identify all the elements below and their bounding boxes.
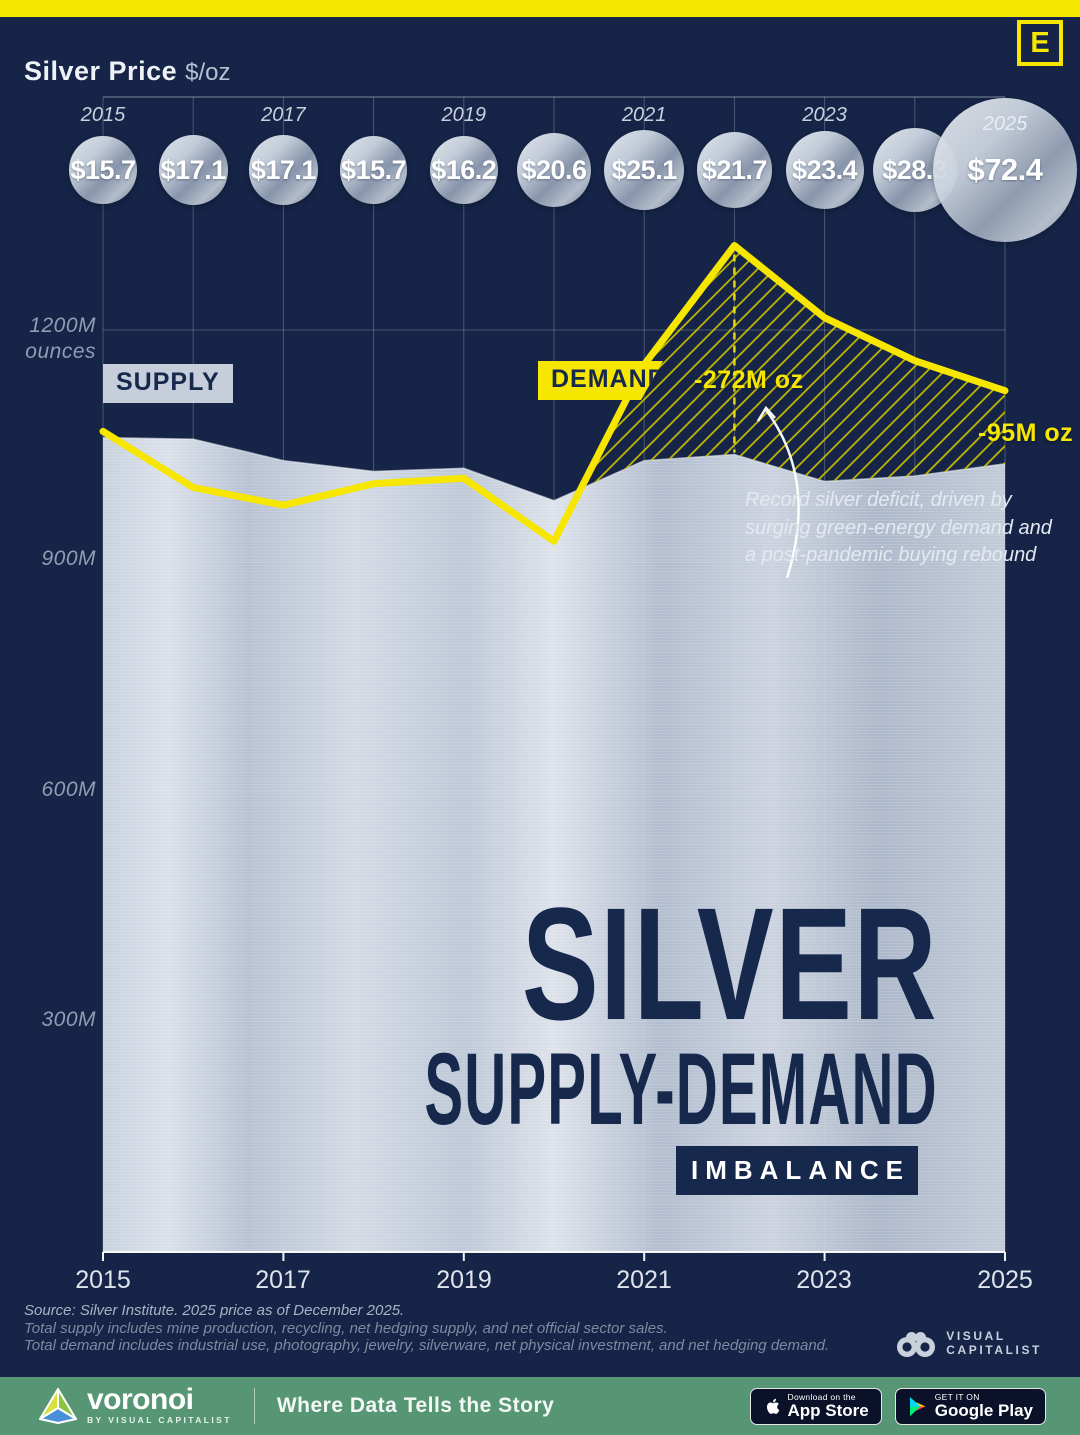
x-tick-2017: 2017 — [255, 1266, 311, 1294]
main-title-silver: SILVER — [521, 874, 938, 1053]
app-store-small-text: Download on the — [787, 1392, 856, 1402]
footer-tagline: Where Data Tells the Story — [276, 1394, 555, 1417]
voronoi-wordmark: voronoi — [87, 1383, 194, 1416]
y-tick-300: 300M — [41, 1008, 96, 1031]
x-tick-2015: 2015 — [75, 1266, 131, 1294]
deficit-2022-label: -272M oz — [694, 366, 804, 394]
timeline-year-label: 2023 — [802, 104, 847, 126]
supply-series-label: SUPPLY — [103, 364, 233, 403]
price-value: $15.7 — [70, 155, 136, 185]
voronoi-byline: BY VISUAL CAPITALIST — [87, 1415, 232, 1425]
y-tick-600: 600M — [41, 778, 96, 801]
source-line: Source: Silver Institute. 2025 price as … — [24, 1302, 405, 1319]
elements-logo[interactable]: E — [1017, 20, 1063, 66]
silver-price-unit: $/oz — [185, 59, 231, 86]
google-play-badge[interactable]: GET IT ON Google Play — [894, 1387, 1046, 1425]
demand-series-label: DEMAND — [538, 361, 663, 400]
apple-icon — [766, 1398, 779, 1414]
price-value: $15.7 — [341, 155, 407, 185]
x-tick-2019: 2019 — [436, 1266, 492, 1294]
price-circle — [69, 136, 137, 204]
y-tick-1200: 1200M — [29, 314, 96, 337]
price-circle — [248, 135, 319, 205]
google-play-icon — [909, 1396, 926, 1416]
deficit-2025-label: -95M oz — [978, 419, 1074, 447]
price-circle — [339, 136, 408, 204]
footer-bar: voronoi BY VISUAL CAPITALIST Where Data … — [0, 1377, 1080, 1435]
binoculars-icon — [897, 1332, 936, 1357]
app-store-big-text: App Store — [787, 1401, 869, 1420]
elements-logo-letter: E — [1030, 26, 1050, 59]
y-tick-900: 900M — [41, 547, 96, 570]
deficit-annotation-line: a post-pandemic buying rebound — [745, 544, 1037, 566]
price-circle — [517, 133, 592, 208]
x-tick-2021: 2021 — [616, 1266, 672, 1294]
x-tick-2023: 2023 — [796, 1266, 852, 1294]
price-circle — [604, 129, 685, 211]
deficit-annotation: Record silver deficit, driven by surging… — [745, 487, 1055, 570]
vc-logo-line1: VISUAL — [946, 1329, 1006, 1343]
price-circle — [932, 97, 1078, 243]
price-value: $72.4 — [967, 152, 1043, 187]
visual-capitalist-logo: VISUAL CAPITALIST — [894, 1328, 1042, 1358]
main-title-imbalance-badge: IMBALANCE — [676, 1146, 918, 1195]
google-play-big-text: Google Play — [934, 1401, 1033, 1420]
price-value: $21.7 — [701, 155, 768, 185]
price-value: $17.1 — [160, 155, 227, 185]
price-value: $16.2 — [431, 155, 497, 185]
price-circle — [429, 136, 498, 205]
source-line: Total supply includes mine production, r… — [24, 1320, 668, 1337]
price-circle — [696, 132, 773, 208]
price-circle — [785, 131, 864, 209]
price-value: $25.1 — [611, 155, 678, 185]
deficit-annotation-line: Record silver deficit, driven by — [745, 489, 1012, 511]
voronoi-icon — [39, 1388, 77, 1424]
price-value: $17.1 — [250, 155, 317, 185]
timeline-year-label: 2021 — [621, 104, 667, 126]
source-line: Total demand includes industrial use, ph… — [24, 1337, 830, 1354]
timeline-year-label: 2019 — [441, 104, 487, 126]
y-axis-unit: ounces — [25, 340, 96, 363]
main-title-supply-demand: SUPPLY-DEMAND — [424, 1032, 938, 1146]
timeline-year-label: 2015 — [80, 104, 126, 126]
top-yellow-bar — [0, 0, 1080, 17]
app-store-badge[interactable]: Download on the App Store — [749, 1387, 882, 1425]
price-circle — [158, 135, 228, 205]
price-value: $20.6 — [521, 155, 587, 185]
vc-logo-line2: CAPITALIST — [946, 1343, 1042, 1357]
timeline-year-label: 2025 — [982, 113, 1028, 135]
voronoi-brand[interactable]: voronoi BY VISUAL CAPITALIST — [38, 1383, 232, 1425]
chart-header: Silver Price $/oz — [24, 56, 230, 87]
google-play-small-text: GET IT ON — [934, 1392, 980, 1402]
silver-price-title: Silver Price — [24, 56, 178, 86]
timeline-year-label: 2017 — [261, 104, 306, 126]
x-tick-2025: 2025 — [977, 1266, 1033, 1294]
footer-divider — [253, 1388, 255, 1424]
deficit-annotation-line: surging green-energy demand and — [745, 516, 1052, 539]
price-value: $23.4 — [792, 155, 858, 185]
